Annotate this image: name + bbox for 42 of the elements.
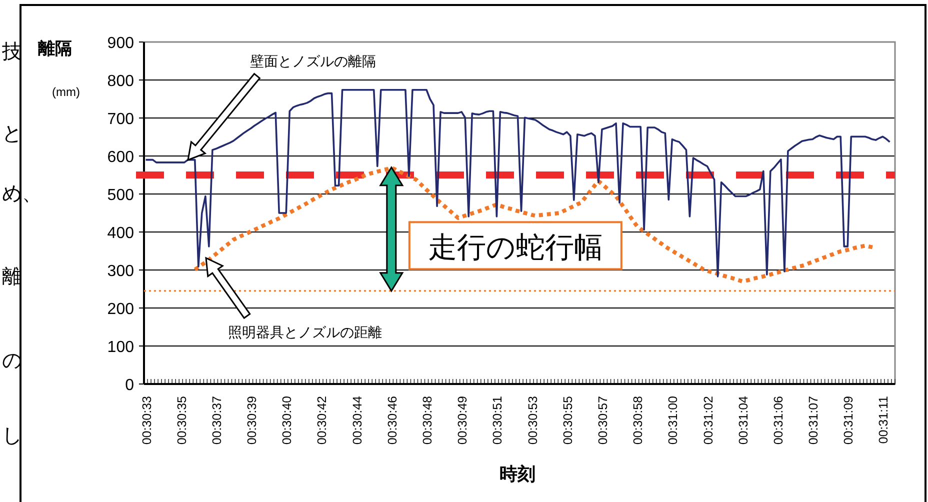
x-tick-label: 00:30:57 bbox=[596, 396, 610, 445]
y-tick-label: 100 bbox=[107, 339, 134, 356]
x-tick-label: 00:30:53 bbox=[526, 396, 540, 445]
x-tick-label: 00:30:46 bbox=[385, 396, 400, 445]
y-tick-label: 900 bbox=[107, 35, 134, 52]
text: 離 bbox=[2, 266, 22, 288]
x-tick-label: 00:30:33 bbox=[140, 396, 154, 445]
annotation: 照明器具とノズルの距離 bbox=[228, 324, 382, 340]
y-tick-label: 600 bbox=[107, 149, 134, 166]
text: 離隔 (mm) bbox=[38, 39, 80, 99]
text: と bbox=[2, 123, 22, 145]
text: し bbox=[2, 425, 22, 447]
x-axis-title: 時刻 bbox=[500, 464, 536, 484]
x-tick-label: 00:31:06 bbox=[771, 396, 786, 445]
x-tick-label: 00:30:39 bbox=[245, 396, 260, 445]
x-tick-label: 00:31:04 bbox=[736, 396, 750, 445]
y-tick-label: 800 bbox=[107, 73, 134, 90]
line-series bbox=[144, 88, 891, 278]
annotation: 壁面とノズルの離隔 bbox=[250, 53, 376, 69]
x-tick-label: 00:31:07 bbox=[806, 396, 821, 445]
y-tick-label: 400 bbox=[107, 225, 134, 242]
y-tick-label: 700 bbox=[107, 111, 134, 128]
x-tick-label: 00:30:49 bbox=[456, 396, 470, 445]
x-tick-label: 00:31:00 bbox=[666, 396, 680, 445]
x-tick-label: 00:30:35 bbox=[174, 396, 189, 445]
x-tick-label: 00:30:48 bbox=[420, 396, 434, 445]
x-tick-label: 00:31:11 bbox=[876, 396, 891, 444]
y-tick-label: 0 bbox=[125, 377, 134, 394]
x-tick-label: 00:30:44 bbox=[350, 396, 364, 445]
x-tick-label: 00:30:51 bbox=[490, 396, 505, 445]
x-tick-label: 00:30:40 bbox=[280, 396, 294, 445]
x-tick-label: 00:31:09 bbox=[842, 396, 856, 445]
x-tick-label: 00:31:02 bbox=[701, 396, 716, 445]
x-tick-label: 00:30:55 bbox=[560, 396, 575, 445]
y-tick-label: 500 bbox=[107, 187, 134, 204]
x-tick-label: 00:30:58 bbox=[631, 396, 646, 445]
x-tick-label: 00:30:42 bbox=[315, 396, 330, 445]
x-tick-label: 00:30:37 bbox=[210, 396, 224, 445]
y-tick-label: 200 bbox=[107, 301, 134, 318]
annotation: 走行の蛇行幅 bbox=[428, 232, 603, 264]
text: 技 bbox=[1, 41, 22, 63]
y-tick-label: 300 bbox=[107, 263, 134, 280]
